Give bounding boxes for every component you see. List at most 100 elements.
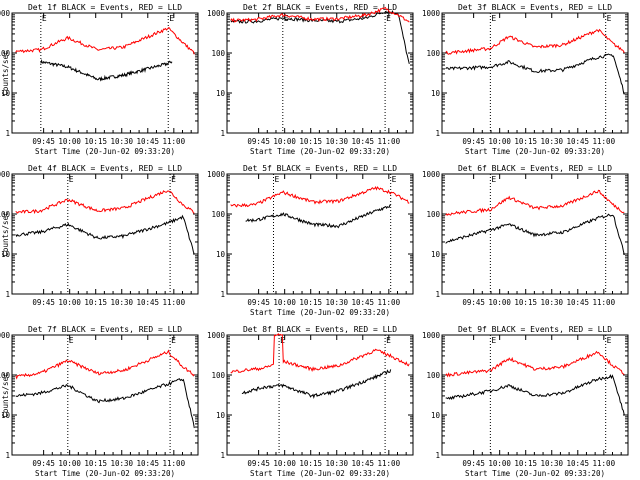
event-marker-label: E xyxy=(607,14,612,23)
panel-5: Det 5f BLACK = Events, RED = LLD 1 10 100 10… xyxy=(207,164,414,317)
x-tick-label: 11:00 xyxy=(593,137,616,146)
series-line-events xyxy=(445,374,625,416)
panel-title: Det 4f BLACK = Events, RED = LLD xyxy=(28,164,182,173)
x-axis-label: Start Time (20-Jun-02 09:33:20) xyxy=(465,147,605,156)
x-tick-label: 10:30 xyxy=(540,298,563,307)
event-marker-label: E xyxy=(386,336,391,345)
panel-title: Det 7f BLACK = Events, RED = LLD xyxy=(28,325,182,334)
plot-frame xyxy=(226,12,414,134)
y-tick-label: 1000 xyxy=(422,331,441,340)
series-line-lld xyxy=(15,27,195,55)
x-tick-label: 11:00 xyxy=(163,459,186,468)
event-marker-label: E xyxy=(171,175,176,184)
y-tick-label: 100 xyxy=(426,49,440,58)
panel-2: Det 2f BLACK = Events, RED = LLD 1 10 100 10… xyxy=(207,3,414,156)
y-tick-label: 1 xyxy=(435,129,440,138)
y-tick-label: 10 xyxy=(216,89,226,98)
x-tick-label: 10:45 xyxy=(351,137,374,146)
x-tick-label: 09:45 xyxy=(247,298,270,307)
series-line-events xyxy=(445,53,625,95)
x-tick-label: 09:45 xyxy=(247,137,270,146)
x-tick-label: 11:00 xyxy=(378,298,401,307)
panel-7: Det 7f BLACK = Events, RED = LLD 1 10 100 10… xyxy=(0,325,199,478)
x-axis-label: Start Time (20-Jun-02 09:33:20) xyxy=(250,469,390,478)
event-marker-label: E xyxy=(386,14,391,23)
y-tick-label: 1000 xyxy=(422,9,441,18)
y-axis-label: Counts/sec xyxy=(1,372,10,417)
plot-frame xyxy=(11,12,199,134)
panel-title: Det 9f BLACK = Events, RED = LLD xyxy=(458,325,612,334)
series-line-events xyxy=(15,378,195,429)
series-line-lld xyxy=(230,333,410,374)
y-tick-label: 1000 xyxy=(0,331,10,340)
x-tick-label: 11:00 xyxy=(163,298,186,307)
panel-8: Det 8f BLACK = Events, RED = LLD 1 10 100 10… xyxy=(207,325,414,478)
event-marker-label: E xyxy=(69,336,74,345)
x-tick-label: 10:45 xyxy=(136,459,159,468)
x-tick-label: 10:30 xyxy=(110,298,133,307)
x-axis-label: Start Time (20-Jun-02 09:33:20) xyxy=(250,308,390,317)
y-tick-label: 1 xyxy=(220,129,225,138)
x-tick-label: 09:45 xyxy=(462,137,485,146)
y-tick-label: 1000 xyxy=(207,331,226,340)
plot-frame xyxy=(11,173,199,295)
x-tick-label: 10:30 xyxy=(325,137,348,146)
x-tick-label: 11:00 xyxy=(378,459,401,468)
y-tick-label: 1 xyxy=(435,290,440,299)
series-line-lld xyxy=(230,185,410,208)
x-tick-label: 11:00 xyxy=(593,298,616,307)
y-tick-label: 100 xyxy=(211,49,225,58)
x-tick-label: 09:45 xyxy=(247,459,270,468)
series-line-events xyxy=(241,369,392,399)
x-tick-label: 10:00 xyxy=(273,137,296,146)
x-tick-label: 10:15 xyxy=(514,459,537,468)
y-tick-label: 1 xyxy=(5,451,10,460)
x-axis-label: Start Time (20-Jun-02 09:33:20) xyxy=(465,469,605,478)
panel-9: Det 9f BLACK = Events, RED = LLD 1 10 100 10… xyxy=(422,325,629,478)
x-tick-label: 10:00 xyxy=(58,459,81,468)
event-marker-label: E xyxy=(42,14,47,23)
event-marker-label: E xyxy=(607,175,612,184)
y-tick-label: 1000 xyxy=(207,9,226,18)
y-tick-label: 100 xyxy=(426,210,440,219)
x-tick-label: 09:45 xyxy=(32,137,55,146)
panel-3: Det 3f BLACK = Events, RED = LLD 1 10 100 10… xyxy=(422,3,629,156)
x-tick-label: 11:00 xyxy=(593,459,616,468)
x-tick-label: 10:00 xyxy=(58,298,81,307)
x-tick-label: 10:15 xyxy=(84,298,107,307)
y-tick-label: 100 xyxy=(0,49,10,58)
panel-title: Det 3f BLACK = Events, RED = LLD xyxy=(458,3,612,12)
y-tick-label: 1000 xyxy=(0,9,10,18)
y-tick-label: 10 xyxy=(431,250,441,259)
y-axis-label: Counts/sec xyxy=(1,50,10,95)
x-tick-label: 10:45 xyxy=(136,298,159,307)
panel-title: Det 8f BLACK = Events, RED = LLD xyxy=(243,325,397,334)
y-tick-label: 100 xyxy=(211,371,225,380)
panel-4: Det 4f BLACK = Events, RED = LLD 1 10 100 10… xyxy=(0,164,199,307)
x-tick-label: 10:00 xyxy=(273,298,296,307)
y-tick-label: 1000 xyxy=(207,170,226,179)
event-marker-label: E xyxy=(392,175,397,184)
x-tick-label: 10:00 xyxy=(58,137,81,146)
x-tick-label: 11:00 xyxy=(378,137,401,146)
panel-title: Det 1f BLACK = Events, RED = LLD xyxy=(28,3,182,12)
x-tick-label: 10:15 xyxy=(84,137,107,146)
series-line-lld xyxy=(445,350,625,378)
series-line-events xyxy=(445,213,625,256)
y-tick-label: 10 xyxy=(431,89,441,98)
x-tick-label: 10:30 xyxy=(325,298,348,307)
panel-1: Det 1f BLACK = Events, RED = LLD 1 10 100 10… xyxy=(0,3,199,156)
series-line-events xyxy=(245,204,391,229)
y-axis-label: Counts/sec xyxy=(1,211,10,256)
x-tick-label: 10:15 xyxy=(84,459,107,468)
x-axis-label: Start Time (20-Jun-02 09:33:20) xyxy=(35,469,175,478)
x-tick-label: 10:45 xyxy=(566,298,589,307)
y-tick-label: 1000 xyxy=(422,170,441,179)
x-tick-label: 10:30 xyxy=(540,137,563,146)
x-tick-label: 10:45 xyxy=(351,298,374,307)
y-tick-label: 100 xyxy=(0,371,10,380)
y-tick-label: 10 xyxy=(216,411,226,420)
y-tick-label: 1 xyxy=(220,290,225,299)
x-axis-label: Start Time (20-Jun-02 09:33:20) xyxy=(250,147,390,156)
